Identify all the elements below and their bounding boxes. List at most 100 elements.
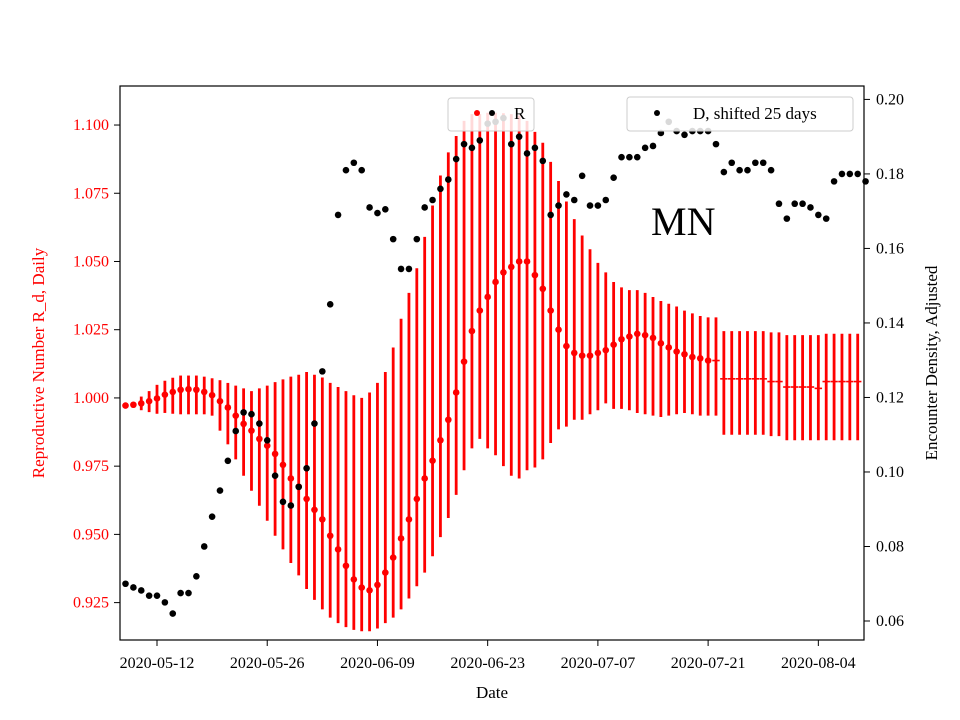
r-point (492, 278, 499, 286)
d-point (342, 166, 350, 174)
d-point (421, 204, 428, 211)
d-point (507, 140, 515, 148)
d-point (744, 166, 751, 174)
d-point (279, 498, 287, 506)
d-point (515, 133, 523, 140)
d-point (815, 211, 822, 219)
r-point (523, 258, 531, 265)
d-point (130, 584, 137, 591)
d-point (822, 215, 830, 222)
d-point (200, 543, 208, 550)
legend-d-box (626, 96, 854, 132)
y-right-tick-label: 0.08 (876, 538, 904, 555)
d-point (476, 137, 484, 144)
r-point (547, 307, 554, 314)
d-point (232, 427, 240, 435)
r-point (397, 535, 405, 542)
r-point (122, 402, 129, 409)
r-point (287, 475, 295, 482)
legend-r-marker (474, 110, 480, 116)
r-point (610, 341, 617, 349)
y-axis-right-title: Encounter Density, Adjusted (922, 265, 941, 460)
state-annotation: MN (651, 199, 715, 244)
r-point (326, 532, 334, 540)
x-tick-label: 2020-06-23 (450, 655, 525, 672)
y-axis-left-title: Reproductive Number R_d, Daily (29, 247, 48, 478)
legend-d: D, shifted 25 days (626, 96, 854, 132)
d-point (830, 178, 838, 185)
d-point (641, 144, 649, 152)
d-point (523, 150, 531, 157)
r-series-group (122, 112, 862, 632)
d-point (862, 178, 869, 185)
r-point (232, 412, 240, 419)
r-point (358, 584, 366, 591)
d-point (145, 592, 153, 599)
d-point (460, 140, 468, 148)
x-axis-title: Date (476, 683, 508, 702)
r-point (476, 307, 484, 314)
d-point (153, 592, 161, 599)
r-point (507, 263, 515, 271)
d-point (303, 464, 310, 472)
d-point (547, 211, 554, 219)
d-point (452, 155, 460, 163)
y-left-tick-label: 1.075 (73, 185, 109, 202)
r-point (421, 475, 428, 482)
y-left-tick-label: 0.975 (73, 458, 109, 475)
d-point (263, 437, 271, 444)
d-point (712, 140, 720, 148)
r-point (161, 391, 169, 398)
x-tick-label: 2020-07-21 (671, 655, 746, 672)
r-point (224, 404, 232, 411)
d-point (185, 589, 192, 597)
r-point (185, 385, 192, 393)
legend-r-label: R (514, 104, 526, 123)
r-point (673, 348, 680, 355)
d-point (287, 502, 295, 509)
d-point (602, 196, 610, 204)
d-point (767, 166, 775, 174)
x-tick-label: 2020-05-26 (230, 655, 305, 672)
legend-r-marker-dark (489, 110, 495, 116)
r-point (319, 516, 326, 523)
d-point (413, 235, 421, 243)
d-point (405, 265, 413, 273)
y-axis-right: 0.06 0.08 0.10 0.12 0.14 0.16 0.18 0.20 (864, 91, 904, 630)
r-point (437, 436, 444, 444)
r-point (311, 506, 318, 514)
r-point (689, 353, 696, 361)
r-point (130, 401, 137, 409)
d-point (586, 202, 594, 209)
r-point (271, 450, 279, 458)
d-point (358, 166, 366, 174)
r-point (342, 562, 350, 570)
r-point (681, 350, 688, 358)
plot-frame (119, 85, 865, 641)
r-point (626, 333, 633, 340)
d-point (846, 170, 854, 178)
d-point (791, 200, 799, 208)
x-tick-label: 2020-08-04 (781, 655, 856, 672)
d-point (256, 420, 263, 427)
x-tick-label: 2020-07-07 (561, 655, 636, 672)
d-point (224, 457, 232, 465)
r-point (531, 271, 539, 279)
d-point (311, 420, 318, 427)
r-point (389, 554, 397, 561)
r-point (594, 349, 602, 357)
d-point (295, 483, 303, 491)
r-point (602, 346, 610, 354)
r-point (374, 581, 381, 589)
x-tick-label: 2020-05-12 (120, 655, 195, 672)
d-point (271, 472, 279, 480)
r-point (200, 388, 208, 396)
r-point (350, 576, 358, 583)
d-point (752, 159, 759, 167)
y-left-tick-label: 0.925 (73, 595, 109, 612)
d-point (208, 513, 216, 520)
r-point (563, 342, 570, 350)
r-point (539, 285, 547, 293)
y-left-tick-label: 1.050 (73, 253, 109, 270)
